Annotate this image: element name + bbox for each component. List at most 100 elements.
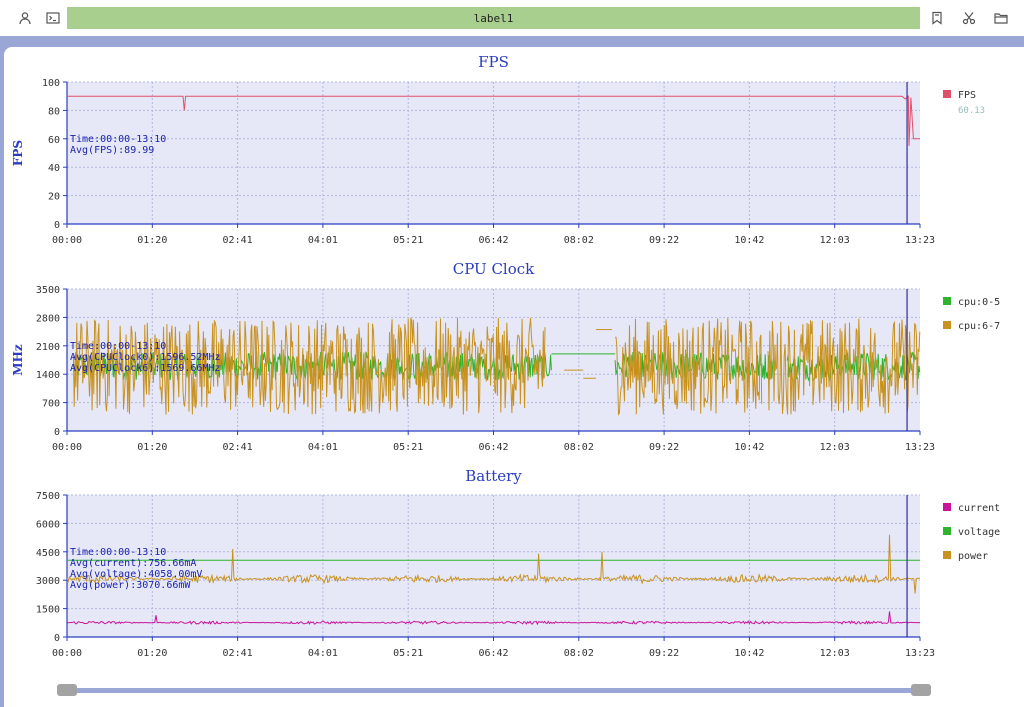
toolbar: label1 xyxy=(0,0,1024,36)
series-line-power xyxy=(66,534,921,594)
y-tick-label: 0 xyxy=(54,427,60,438)
x-tick-label: 04:01 xyxy=(308,235,338,246)
legend-label: voltage xyxy=(958,527,1000,538)
folder-open-icon[interactable] xyxy=(990,7,1012,29)
x-tick-label: 08:02 xyxy=(564,235,594,246)
x-tick-label: 00:00 xyxy=(52,648,82,659)
chart-1: CPU Clock MHz 0 700 1400 2100 2800 3500 00:00 01:… xyxy=(11,260,1000,453)
chart-title: FPS xyxy=(478,53,509,71)
y-tick-label: 2100 xyxy=(36,342,60,353)
x-tick-label: 06:42 xyxy=(478,442,508,453)
plot-area xyxy=(67,495,920,637)
legend-label: FPS xyxy=(958,90,976,101)
x-tick-label: 09:22 xyxy=(649,648,679,659)
x-tick-label: 10:42 xyxy=(734,442,764,453)
annotation-text: Avg(current):756.66mA xyxy=(70,558,196,569)
chart-2: Battery 0 1500 3000 4500 6000 7500 00:00 01:20 02… xyxy=(36,467,1000,659)
legend-swatch xyxy=(943,321,951,329)
bookmark-icon[interactable] xyxy=(926,7,948,29)
x-tick-label: 09:22 xyxy=(649,235,679,246)
x-tick-label: 12:03 xyxy=(820,235,850,246)
series-line-cpu:6-7 xyxy=(72,317,546,415)
slider-end-handle[interactable] xyxy=(911,684,931,696)
title-label: label1 xyxy=(67,7,920,29)
y-tick-label: 80 xyxy=(48,106,60,117)
y-tick-label: 20 xyxy=(48,192,60,203)
y-tick-label: 3000 xyxy=(36,576,60,587)
slider-start-handle[interactable] xyxy=(57,684,77,696)
y-axis-label: FPS xyxy=(11,140,25,166)
y-tick-label: 700 xyxy=(42,399,60,410)
legend-label: power xyxy=(958,551,988,562)
x-tick-label: 05:21 xyxy=(393,648,423,659)
x-tick-label: 10:42 xyxy=(734,235,764,246)
y-tick-label: 1400 xyxy=(36,370,60,381)
plot-area xyxy=(67,82,920,224)
x-tick-label: 08:02 xyxy=(564,442,594,453)
y-tick-label: 3500 xyxy=(36,285,60,296)
y-tick-label: 7500 xyxy=(36,491,60,502)
x-tick-label: 05:21 xyxy=(393,442,423,453)
y-tick-label: 60 xyxy=(48,135,60,146)
x-tick-label: 08:02 xyxy=(564,648,594,659)
time-range-slider[interactable] xyxy=(67,688,920,693)
annotation-text: Avg(FPS):89.99 xyxy=(70,145,154,156)
x-tick-label: 04:01 xyxy=(308,442,338,453)
x-tick-label: 02:41 xyxy=(223,648,253,659)
y-tick-label: 4500 xyxy=(36,548,60,559)
x-tick-label: 10:42 xyxy=(734,648,764,659)
x-tick-label: 00:00 xyxy=(52,235,82,246)
legend-swatch xyxy=(943,503,951,511)
y-tick-label: 0 xyxy=(54,220,60,231)
annotation-text: Avg(voltage):4058.00mV xyxy=(70,569,202,580)
legend-label: cpu:0-5 xyxy=(958,297,1000,308)
x-tick-label: 13:23 xyxy=(905,442,935,453)
legend-label: cpu:6-7 xyxy=(958,321,1000,332)
legend-label: current xyxy=(958,503,1000,514)
y-axis-label: MHz xyxy=(11,344,25,376)
annotation-text: Time:00:00-13:10 xyxy=(70,134,166,145)
y-tick-label: 100 xyxy=(42,78,60,89)
annotation-text: Time:00:00-13:10 xyxy=(70,547,166,558)
annotation-text: Avg(CPUClock0):1596.52MHz xyxy=(70,352,221,363)
y-tick-label: 0 xyxy=(54,633,60,644)
x-tick-label: 06:42 xyxy=(478,648,508,659)
x-tick-label: 00:00 xyxy=(52,442,82,453)
x-tick-label: 01:20 xyxy=(137,442,167,453)
x-tick-label: 06:42 xyxy=(478,235,508,246)
chart-title: Battery xyxy=(465,467,522,485)
annotation-text: Avg(CPUClock6):1569.66MHz xyxy=(70,363,221,374)
series-line-cpu:6-7 xyxy=(615,317,763,416)
x-tick-label: 01:20 xyxy=(137,235,167,246)
chart-0: FPS FPS 0 20 40 60 80 100 00:00 01:20 02:41 04:01 05… xyxy=(11,53,985,246)
y-tick-label: 1500 xyxy=(36,605,60,616)
series-line-cpu:6-7 xyxy=(767,318,921,415)
legend-swatch xyxy=(943,90,951,98)
x-tick-label: 02:41 xyxy=(223,235,253,246)
x-tick-label: 13:23 xyxy=(905,235,935,246)
user-icon[interactable] xyxy=(14,7,36,29)
legend-swatch xyxy=(943,527,951,535)
x-tick-label: 02:41 xyxy=(223,442,253,453)
y-tick-label: 40 xyxy=(48,163,60,174)
x-tick-label: 05:21 xyxy=(393,235,423,246)
annotation-text: Time:00:00-13:10 xyxy=(70,341,166,352)
y-tick-label: 2800 xyxy=(36,313,60,324)
x-tick-label: 01:20 xyxy=(137,648,167,659)
x-tick-label: 12:03 xyxy=(820,442,850,453)
legend-swatch xyxy=(943,297,951,305)
legend-value: 60.13 xyxy=(958,106,985,116)
series-line-current xyxy=(66,611,921,626)
x-tick-label: 12:03 xyxy=(820,648,850,659)
x-tick-label: 04:01 xyxy=(308,648,338,659)
x-tick-label: 09:22 xyxy=(649,442,679,453)
chart-title: CPU Clock xyxy=(453,260,535,278)
x-tick-label: 13:23 xyxy=(905,648,935,659)
series-line-FPS xyxy=(67,95,920,146)
annotation-text: Avg(power):3070.66mW xyxy=(70,580,191,591)
y-tick-label: 6000 xyxy=(36,519,60,530)
terminal-icon[interactable] xyxy=(42,7,64,29)
legend-swatch xyxy=(943,551,951,559)
scissors-icon[interactable] xyxy=(958,7,980,29)
